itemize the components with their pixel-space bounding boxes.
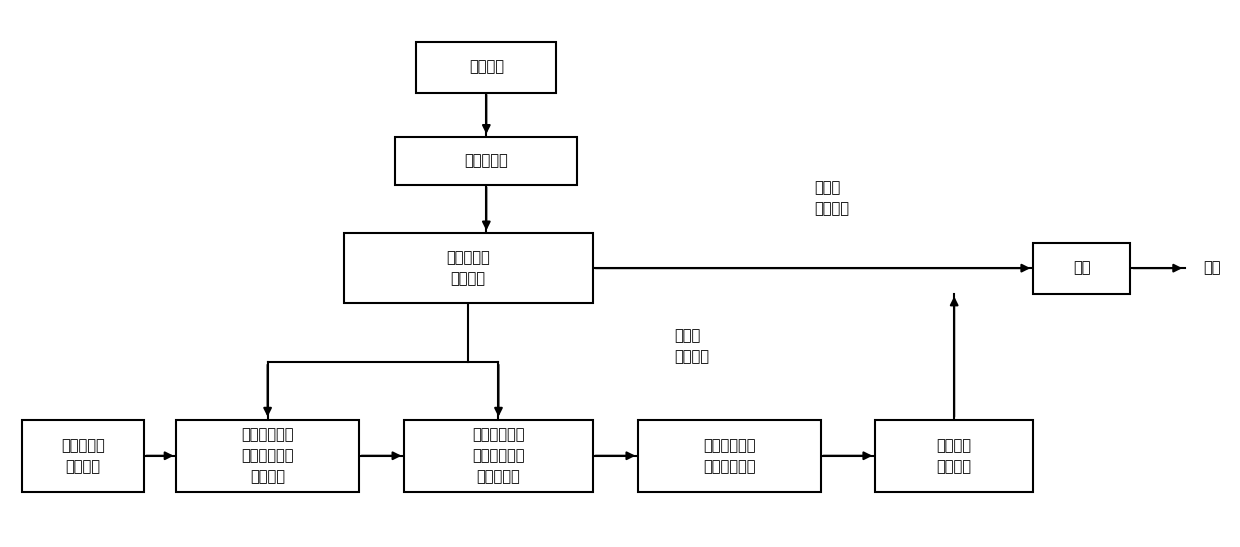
Text: 插值出分像素
位置的像素值: 插值出分像素 位置的像素值: [703, 438, 755, 474]
Bar: [639, 420, 821, 492]
Text: 码流: 码流: [1203, 260, 1221, 276]
Bar: [404, 420, 593, 492]
Text: 复合: 复合: [1073, 260, 1090, 276]
Bar: [1033, 243, 1131, 294]
Text: 计算编码块内
每个位置的预
测产生位置: 计算编码块内 每个位置的预 测产生位置: [472, 427, 525, 484]
Text: 输入图像: 输入图像: [469, 60, 503, 74]
Text: 面透射
变换矩阵: 面透射 变换矩阵: [675, 328, 709, 364]
Bar: [22, 420, 144, 492]
Bar: [176, 420, 358, 492]
Bar: [417, 42, 557, 92]
Bar: [343, 234, 593, 303]
Text: 确定最佳
运动矢量: 确定最佳 运动矢量: [936, 438, 972, 474]
Text: 计算消失点: 计算消失点: [465, 153, 508, 168]
Bar: [396, 137, 578, 185]
Bar: [875, 420, 1033, 492]
Text: 计算面透射
变换矩阵: 计算面透射 变换矩阵: [446, 250, 490, 286]
Text: 计算运动矢量
在校正空间中
运动矢量: 计算运动矢量 在校正空间中 运动矢量: [242, 427, 294, 484]
Text: 面透射
变换矩阵: 面透射 变换矩阵: [815, 181, 849, 217]
Text: 输入待预测
的编码块: 输入待预测 的编码块: [61, 438, 104, 474]
